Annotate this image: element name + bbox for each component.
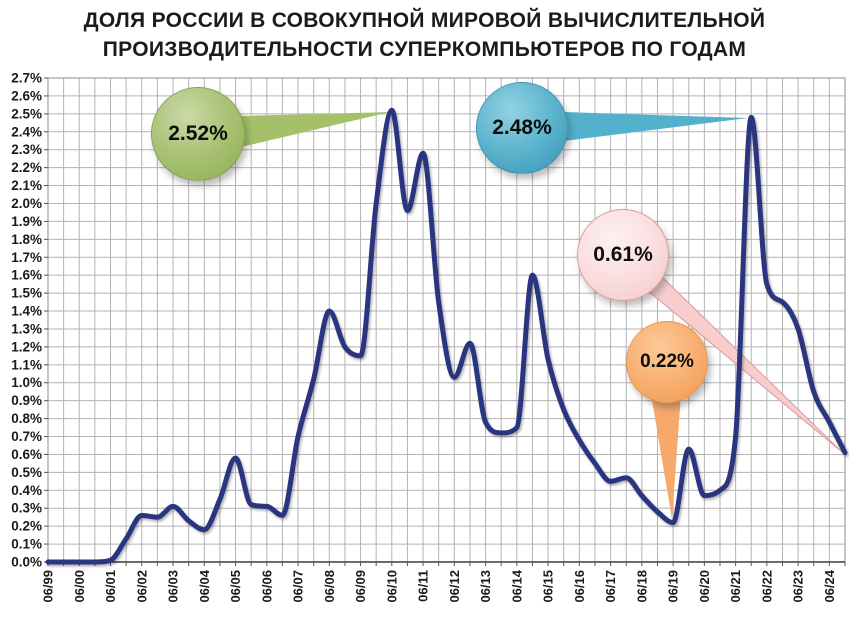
y-axis-tick-label: 0.7%: [11, 429, 42, 444]
callout-pointer-min-2019: [651, 394, 681, 519]
x-axis-tick-label: 06/11: [416, 570, 431, 602]
x-axis-tick-label: 06/10: [384, 570, 399, 603]
y-axis-tick-label: 0.6%: [11, 447, 42, 462]
x-axis-tick-label: 06/09: [353, 570, 368, 603]
x-axis-tick-label: 06/19: [666, 570, 681, 603]
callout-end-2024: 0.61%: [577, 209, 669, 301]
y-axis-tick-label: 0.0%: [11, 555, 42, 570]
y-axis-tick-label: 1.1%: [11, 357, 42, 372]
y-axis-tick-label: 1.9%: [11, 214, 42, 229]
callout-pointer-peak-2021: [564, 112, 748, 141]
y-axis-tick-label: 0.8%: [11, 411, 42, 426]
x-axis-tick-label: 06/06: [259, 570, 274, 603]
y-axis-tick-label: 0.3%: [11, 501, 42, 516]
x-axis-tick-label: 06/15: [541, 570, 556, 603]
callout-peak-2021: 2.48%: [476, 82, 568, 174]
x-axis-tick-label: 06/07: [291, 570, 306, 603]
callout-peak-2010: 2.52%: [151, 87, 245, 181]
x-axis-tick-label: 06/08: [322, 570, 337, 603]
y-axis-tick-label: 0.5%: [11, 465, 42, 480]
y-axis-tick-label: 2.4%: [11, 124, 42, 139]
x-axis-tick-label: 06/23: [791, 570, 806, 603]
y-axis-tick-label: 2.6%: [11, 88, 42, 103]
data-line: [45, 107, 848, 565]
callout-peak-2021-label: 2.48%: [492, 116, 552, 139]
y-axis-tick-label: 1.4%: [11, 304, 42, 319]
x-axis-tick-label: 06/13: [478, 570, 493, 603]
y-axis-tick-label: 2.7%: [11, 71, 42, 86]
y-axis-tick-label: 2.5%: [11, 106, 42, 121]
chart-title: ДОЛЯ РОССИИ В СОВОКУПНОЙ МИРОВОЙ ВЫЧИСЛИ…: [0, 6, 849, 64]
y-axis-tick-label: 0.9%: [11, 393, 42, 408]
callout-min-2019: 0.22%: [626, 321, 708, 403]
x-axis-tick-label: 06/00: [72, 570, 87, 603]
y-axis-tick-label: 2.3%: [11, 142, 42, 157]
chart-title-line1: ДОЛЯ РОССИИ В СОВОКУПНОЙ МИРОВОЙ ВЫЧИСЛИ…: [83, 9, 766, 32]
axes: 0.0% 0.1% 0.2% 0.3% 0.4% 0.5% 0.6% 0.7% 0.8% 0.9%…: [11, 71, 846, 603]
y-axis-tick-label: 0.4%: [11, 483, 42, 498]
y-axis-tick-label: 1.2%: [11, 339, 42, 354]
y-axis-tick-label: 0.1%: [11, 537, 42, 552]
y-axis-tick-label: 1.3%: [11, 321, 42, 336]
callout-end-2024-label: 0.61%: [593, 243, 653, 266]
y-axis-tick-label: 1.5%: [11, 286, 42, 301]
x-axis-tick-label: 06/24: [822, 569, 837, 602]
x-axis-tick-label: 06/05: [228, 570, 243, 603]
x-axis-tick-label: 06/03: [166, 570, 181, 603]
x-axis-tick-label: 06/12: [447, 570, 462, 603]
callout-min-2019-label: 0.22%: [640, 351, 694, 372]
x-axis-tick-label: 06/21: [728, 570, 743, 603]
y-axis-tick-label: 2.0%: [11, 196, 42, 211]
x-axis-tick-label: 06/04: [197, 569, 212, 602]
y-axis-tick-label: 2.1%: [11, 178, 42, 193]
x-axis-tick-label: 06/14: [509, 569, 524, 602]
x-axis-tick-label: 06/01: [103, 570, 118, 603]
x-axis-tick-label: 06/99: [41, 570, 56, 603]
callout-pointers: [240, 112, 843, 519]
y-axis-tick-label: 2.2%: [11, 160, 42, 175]
callout-pointer-peak-2010: [240, 112, 390, 147]
x-axis-tick-label: 06/22: [759, 570, 774, 603]
x-axis-tick-label: 06/20: [697, 570, 712, 603]
x-axis-tick-label: 06/02: [134, 570, 149, 603]
x-axis-tick-label: 06/16: [572, 570, 587, 603]
y-axis-tick-label: 0.2%: [11, 519, 42, 534]
grid: [47, 77, 846, 563]
chart-title-line2: ПРОИЗВОДИТЕЛЬНОСТИ СУПЕРКОМПЬЮТЕРОВ ПО Г…: [102, 38, 747, 61]
y-axis-tick-label: 1.6%: [11, 268, 42, 283]
callout-peak-2010-label: 2.52%: [168, 122, 228, 145]
y-axis-tick-label: 1.0%: [11, 375, 42, 390]
x-axis-tick-label: 06/18: [634, 570, 649, 603]
x-axis-tick-label: 06/17: [603, 570, 618, 603]
y-axis-tick-label: 1.8%: [11, 232, 42, 247]
y-axis-tick-label: 1.7%: [11, 250, 42, 265]
